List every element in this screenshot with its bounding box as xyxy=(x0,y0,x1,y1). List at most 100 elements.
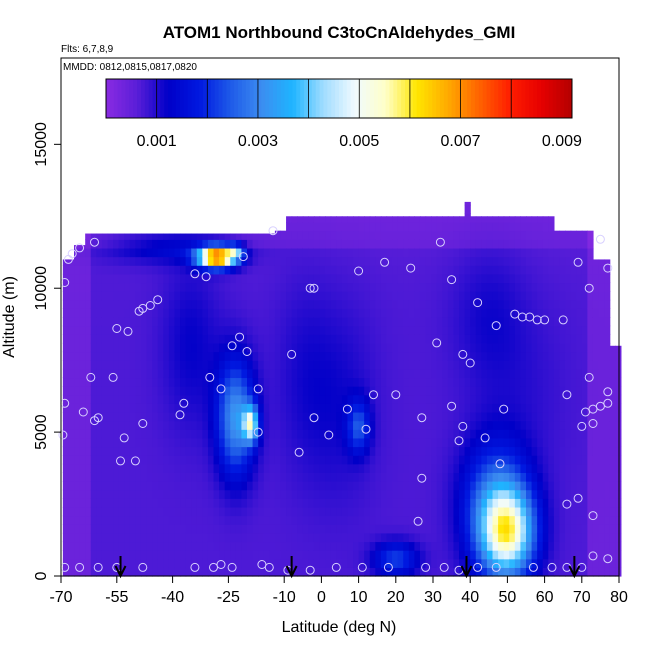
heat-cell xyxy=(397,360,404,370)
heat-cell xyxy=(224,532,231,543)
heat-cell xyxy=(302,455,309,465)
heat-cell xyxy=(553,273,561,284)
heat-cell xyxy=(280,498,287,508)
heat-cell xyxy=(319,532,326,543)
heat-cell xyxy=(598,291,605,301)
heat-cell xyxy=(146,429,153,439)
heat-cell xyxy=(403,532,410,543)
heat-cell xyxy=(174,325,181,335)
heat-cell xyxy=(514,216,522,223)
heat-cell xyxy=(85,299,92,309)
heat-cell xyxy=(258,317,265,327)
heat-cell xyxy=(168,455,176,465)
heat-cell xyxy=(470,230,477,240)
heat-cell xyxy=(152,558,159,568)
colorbar-cell xyxy=(529,79,534,118)
heat-cell xyxy=(207,377,215,387)
observation-point xyxy=(603,398,613,408)
heat-cell xyxy=(587,386,594,396)
colorbar-cell xyxy=(261,79,266,118)
heat-cell xyxy=(419,524,427,534)
heat-cell xyxy=(559,481,566,491)
heat-cell xyxy=(101,498,109,508)
heat-cell xyxy=(553,334,561,344)
heat-cell xyxy=(168,342,176,353)
heat-cell xyxy=(280,308,287,318)
heat-cell xyxy=(408,567,415,577)
heat-cell xyxy=(526,216,533,223)
heat-cell xyxy=(274,351,282,361)
heat-cell xyxy=(241,411,248,422)
heat-cell xyxy=(364,437,371,448)
heat-cell xyxy=(419,360,427,370)
heat-cell xyxy=(219,368,226,379)
heat-cell xyxy=(503,567,510,577)
heat-cell xyxy=(425,524,432,534)
heat-cell xyxy=(263,481,270,491)
heat-cell xyxy=(146,532,153,543)
heat-cell xyxy=(386,299,393,309)
heat-cell xyxy=(531,463,538,473)
heat-cell xyxy=(313,308,321,318)
heat-cell xyxy=(486,558,494,568)
heat-cell xyxy=(146,489,153,499)
heat-cell xyxy=(414,524,421,534)
observation-point xyxy=(238,252,248,262)
heat-cell xyxy=(96,455,103,465)
heat-cell xyxy=(364,403,371,413)
heat-cell xyxy=(118,342,125,353)
heat-cell xyxy=(581,498,588,508)
heat-cell xyxy=(85,472,92,482)
heat-cell xyxy=(581,394,588,404)
heat-cell xyxy=(486,463,494,473)
heat-cell xyxy=(559,420,566,430)
heat-cell xyxy=(247,233,254,240)
heat-cell xyxy=(124,342,131,353)
heat-cell xyxy=(375,308,382,318)
heat-cell xyxy=(408,429,415,439)
heat-cell xyxy=(565,403,572,413)
heat-cell xyxy=(414,550,421,560)
heat-cell xyxy=(419,567,427,577)
observation-point xyxy=(268,226,278,236)
heat-cell xyxy=(542,472,549,482)
heat-cell xyxy=(101,489,109,499)
heat-cell xyxy=(397,498,404,508)
heat-cell xyxy=(509,498,516,508)
heat-cell xyxy=(386,308,393,318)
heat-cell xyxy=(375,239,382,249)
heat-cell xyxy=(453,265,460,275)
heat-cell xyxy=(386,411,393,422)
heat-cell xyxy=(364,325,371,335)
heat-cell xyxy=(113,550,120,560)
heat-cell xyxy=(269,265,276,275)
heat-cell xyxy=(297,489,304,499)
heat-cell xyxy=(509,446,516,456)
heat-cell xyxy=(241,420,248,430)
heat-cell xyxy=(581,368,588,379)
heat-cell xyxy=(62,403,70,413)
heat-cell xyxy=(442,386,449,396)
heat-cell xyxy=(447,325,455,335)
heat-cell xyxy=(364,524,371,534)
heat-cell xyxy=(531,239,538,249)
heat-cell xyxy=(302,360,309,370)
heat-cell xyxy=(531,282,538,292)
heat-cell xyxy=(274,558,282,568)
heat-cell xyxy=(297,360,304,370)
x-tick-label: -10 xyxy=(273,589,296,606)
heat-cell xyxy=(353,325,360,335)
heat-cell xyxy=(330,342,337,353)
heat-cell xyxy=(62,377,70,387)
heat-cell xyxy=(129,265,136,275)
heat-cell xyxy=(241,532,248,543)
heat-cell xyxy=(90,308,97,318)
heat-cell xyxy=(615,550,622,560)
heat-cell xyxy=(498,247,505,258)
heat-cell xyxy=(447,386,455,396)
heat-cell xyxy=(609,463,616,473)
heat-cell xyxy=(531,317,538,327)
heat-cell xyxy=(174,437,181,448)
heat-cell xyxy=(436,273,443,284)
heat-cell xyxy=(403,437,410,448)
